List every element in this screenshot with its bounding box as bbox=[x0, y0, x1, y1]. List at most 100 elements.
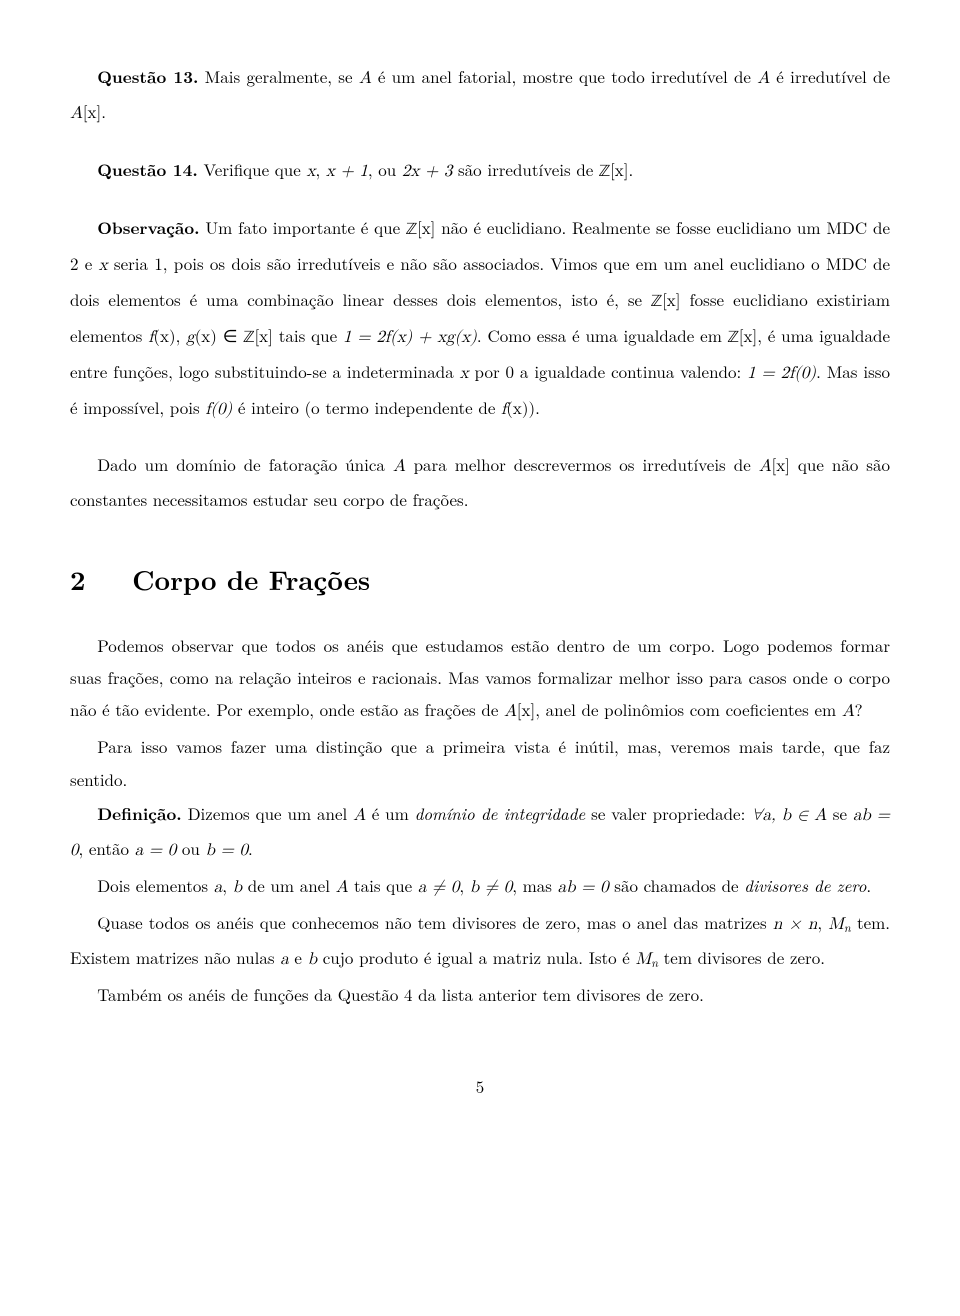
p4-s4: e bbox=[289, 945, 308, 969]
obs-s6: ∈ bbox=[217, 323, 244, 347]
obs-s12: é inteiro (o termo independente de bbox=[232, 395, 501, 419]
paragraph-p5: Também os anéis de funções da Questão 4 … bbox=[70, 978, 890, 1010]
p1-Ax: A bbox=[504, 703, 517, 720]
q14-c1: , bbox=[315, 157, 325, 181]
def-s5: , então bbox=[79, 836, 135, 860]
obs-f0: f(0) bbox=[205, 401, 232, 418]
page-number: 5 bbox=[70, 1070, 890, 1102]
obs-Z1: ℤ bbox=[406, 222, 417, 239]
p3-A: A bbox=[336, 879, 349, 896]
q14-label: Questão 14. bbox=[97, 158, 198, 182]
obs-parx1: (x) bbox=[153, 323, 175, 347]
paragraph-p4: Quase todos os anéis que conhecemos não … bbox=[70, 906, 890, 977]
p4-Mn2: M bbox=[636, 951, 652, 968]
p4-n2: n bbox=[651, 953, 658, 971]
def-s4: se bbox=[827, 801, 853, 825]
p1-A: A bbox=[842, 703, 855, 720]
obs-s10: por 0 a igualdade continua valendo: bbox=[469, 359, 748, 383]
p3-s2: , bbox=[222, 873, 232, 897]
p3-s6: , mas bbox=[512, 873, 557, 897]
q13-text-b: é um anel fatorial, mostre que todo irre… bbox=[372, 64, 758, 88]
obs-x2: x bbox=[460, 365, 469, 382]
def-forall: ∀a, b ∈ A bbox=[751, 807, 827, 824]
def-b0: b = 0 bbox=[205, 842, 247, 859]
p3-a: a bbox=[214, 879, 223, 896]
obs-gx: g bbox=[186, 329, 195, 346]
q13-text-a: Mais geralmente, se bbox=[198, 64, 358, 88]
p3-bne0: b ≠ 0 bbox=[470, 879, 512, 896]
q14-text-a: Verifique que bbox=[198, 157, 307, 181]
def-s2: é um bbox=[366, 801, 415, 825]
section-title: Corpo de Frações bbox=[132, 559, 370, 598]
bridge-s2: para melhor descrevermos os irredutíveis… bbox=[406, 452, 759, 476]
p4-Mn1: M bbox=[828, 916, 844, 933]
p3-s7: são chamados de bbox=[609, 873, 745, 897]
definition: Definição. Dizemos que um anel A é um do… bbox=[70, 797, 890, 868]
obs-Z4: ℤ bbox=[728, 330, 739, 347]
p1-s3: ? bbox=[855, 697, 863, 721]
p4-s5: cujo produto é igual a matriz nula. Isto… bbox=[317, 945, 635, 969]
p4-b: b bbox=[308, 951, 317, 968]
q13-A1: A bbox=[359, 70, 372, 87]
def-s3: se valer propriedade: bbox=[585, 801, 751, 825]
p4-a: a bbox=[280, 951, 289, 968]
def-A: A bbox=[353, 807, 366, 824]
obs-Z3: ℤ bbox=[243, 330, 254, 347]
p3-s1: Dois elementos bbox=[97, 873, 214, 897]
def-term: domínio de integridade bbox=[415, 801, 586, 825]
obs-label: Observação. bbox=[97, 216, 199, 240]
p4-nxn: n × n bbox=[773, 916, 817, 933]
bridge-A: A bbox=[393, 458, 406, 475]
p4-s1: Quase todos os anéis que conhecemos não … bbox=[97, 910, 773, 934]
p3-s4: tais que bbox=[348, 873, 418, 897]
q13-period: . bbox=[101, 99, 106, 123]
obs-s1: Um fato importante é que bbox=[200, 215, 406, 239]
obs-br2: [x] bbox=[662, 287, 680, 311]
obs-br3: [x] bbox=[254, 323, 272, 347]
q13-text-c: é irredutível de bbox=[770, 64, 890, 88]
q14-text-b: são irredutíveis de bbox=[452, 157, 599, 181]
bridge-br: [x] bbox=[771, 452, 789, 476]
p3-ab0: ab = 0 bbox=[558, 879, 609, 896]
q14-period: . bbox=[628, 157, 633, 181]
q13-Ax-br: [x] bbox=[83, 99, 101, 123]
paragraph-p1: Podemos observar que todos os anéis que … bbox=[70, 629, 890, 729]
p3-ane0: a ≠ 0 bbox=[418, 879, 460, 896]
def-s1: Dizemos que um anel bbox=[182, 801, 353, 825]
q14-c2: , ou bbox=[368, 157, 402, 181]
q14-2x3: 2x + 3 bbox=[402, 163, 453, 180]
p1-s2: , anel de polinômios com coeficientes em bbox=[535, 697, 842, 721]
def-s6: ou bbox=[176, 836, 205, 860]
p3-b: b bbox=[233, 879, 242, 896]
obs-s13: ). bbox=[528, 395, 539, 419]
p5-s1: Também os anéis de funções da Questão 4 … bbox=[97, 982, 704, 1006]
question-14: Questão 14. Verifique que x, x + 1, ou 2… bbox=[70, 153, 890, 189]
p3-period: . bbox=[866, 873, 871, 897]
paragraph-p3: Dois elementos a, b de um anel A tais qu… bbox=[70, 869, 890, 904]
bridge-s1: Dado um domínio de fatoração única bbox=[97, 452, 393, 476]
p4-s6: tem divisores de zero. bbox=[658, 945, 825, 969]
obs-parx3: (x) bbox=[506, 395, 528, 419]
def-a0: a = 0 bbox=[135, 842, 177, 859]
p3-term: divisores de zero bbox=[744, 873, 866, 897]
p4-s2: , bbox=[817, 910, 828, 934]
obs-br1: [x] bbox=[417, 215, 435, 239]
def-period: . bbox=[248, 836, 253, 860]
q14-Z: ℤ bbox=[599, 164, 610, 181]
q13-label: Questão 13. bbox=[97, 65, 198, 89]
obs-eq1: 1 = 2f(x) + xg(x) bbox=[343, 329, 477, 346]
obs-eq2: 1 = 2f(0) bbox=[747, 365, 816, 382]
p3-s3: de um anel bbox=[242, 873, 335, 897]
obs-s7: tais que bbox=[273, 323, 343, 347]
p2-s1: Para isso vamos fazer uma distinção que … bbox=[70, 734, 890, 790]
obs-x1: x bbox=[99, 257, 108, 274]
bridge-paragraph: Dado um domínio de fatoração única A par… bbox=[70, 448, 890, 516]
obs-br4: [x] bbox=[739, 323, 757, 347]
obs-s5: , bbox=[176, 323, 187, 347]
q14-xp1: x + 1 bbox=[326, 163, 368, 180]
q14-br: [x] bbox=[610, 157, 628, 181]
def-label: Definição. bbox=[97, 802, 182, 826]
paragraph-p2: Para isso vamos fazer uma distinção que … bbox=[70, 730, 890, 795]
section-num: 2 bbox=[70, 559, 86, 598]
observation: Observação. Um fato importante é que ℤ[x… bbox=[70, 211, 890, 426]
